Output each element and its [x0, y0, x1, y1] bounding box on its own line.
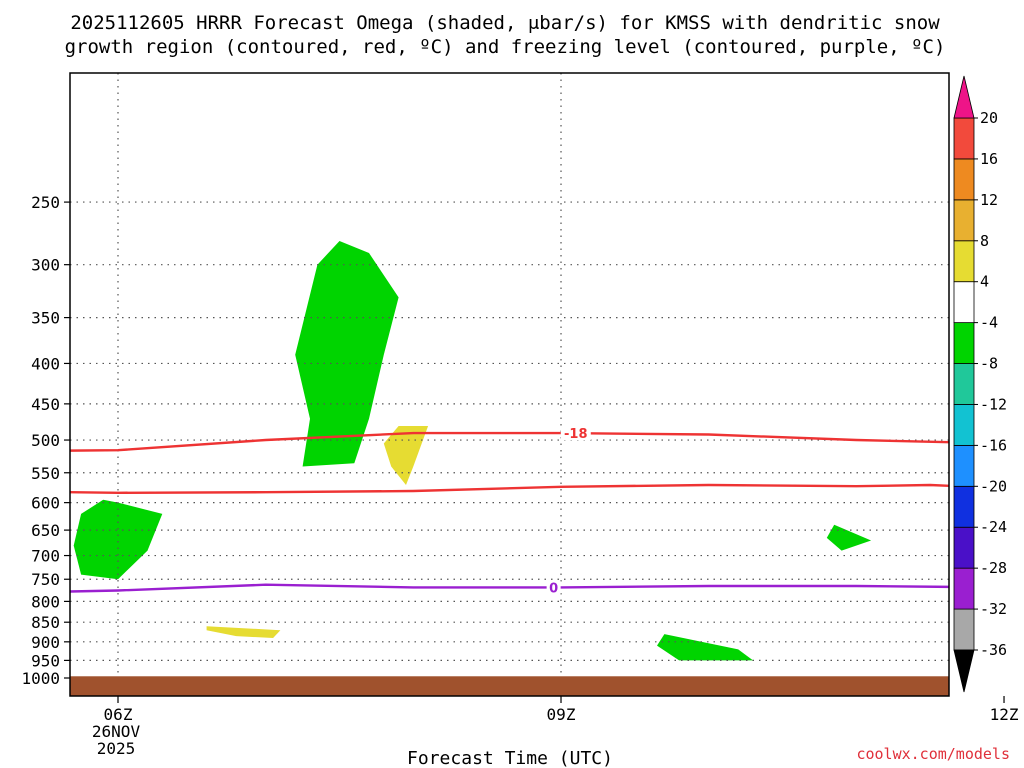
contour-label--12-0: -12 — [1007, 482, 1024, 497]
colorbar-label--8: -8 — [980, 355, 998, 373]
y-tick-label-500: 500 — [31, 431, 60, 450]
omega-region-17 — [383, 426, 429, 485]
y-tick-label-650: 650 — [31, 521, 60, 540]
omega-region-3 — [657, 634, 753, 661]
x-tick-date: 26NOV — [92, 722, 141, 741]
y-tick-label-300: 300 — [31, 256, 60, 275]
y-tick-label-450: 450 — [31, 395, 60, 414]
colorbar-label--32: -32 — [980, 600, 1007, 618]
colorbar-label--24: -24 — [980, 518, 1007, 536]
y-tick-label-700: 700 — [31, 547, 60, 566]
colorbar-swatch-6 — [953, 363, 975, 405]
chart-title-line2: growth region (contoured, red, ºC) and f… — [65, 36, 946, 58]
colorbar-swatch-7 — [953, 322, 975, 364]
colorbar-swatch-0 — [953, 608, 975, 651]
contour-label-bg — [546, 580, 561, 595]
omega-region-1 — [73, 499, 163, 580]
colorbar-label--12: -12 — [980, 395, 1007, 413]
x-axis-label: Forecast Time (UTC) — [407, 748, 613, 768]
colorbar-label--20: -20 — [980, 477, 1007, 495]
colorbar-label-8: 8 — [980, 232, 989, 250]
y-tick-label-350: 350 — [31, 309, 60, 328]
y-tick-label-1000: 1000 — [21, 669, 60, 688]
colorbar-label--4: -4 — [980, 314, 998, 332]
colorbar-label-4: 4 — [980, 273, 989, 291]
chart-title-line1: 2025112605 HRRR Forecast Omega (shaded, … — [70, 12, 940, 34]
colorbar-label-20: 20 — [980, 109, 998, 127]
colorbar-swatch-11 — [953, 158, 975, 201]
colorbar-over-arrow — [953, 75, 975, 119]
x-tick-label-06Z: 06Z — [104, 705, 133, 724]
omega-region-0 — [295, 241, 399, 467]
colorbar-label-16: 16 — [980, 150, 998, 168]
colorbar-label--16: -16 — [980, 436, 1007, 454]
y-tick-label-850: 850 — [31, 613, 60, 632]
x-tick-label-12Z: 12Z — [990, 705, 1019, 724]
contour-label-0-0: 0 — [549, 581, 558, 596]
contour-label-bg — [560, 426, 591, 441]
surface-terrain — [70, 676, 949, 696]
y-tick-label-400: 400 — [31, 354, 60, 373]
colorbar-swatch-3 — [953, 485, 975, 528]
contour-label--18-0: -18 — [564, 427, 588, 442]
colorbar-swatch-5 — [953, 404, 975, 446]
colorbar-swatch-9 — [953, 240, 975, 283]
contour-line-0 — [70, 583, 949, 593]
plot-frame — [69, 72, 950, 697]
colorbar-under-arrow — [953, 649, 975, 693]
y-tick-label-900: 900 — [31, 633, 60, 652]
colorbar-label--36: -36 — [980, 641, 1007, 659]
omega-region-2 — [826, 524, 872, 551]
y-tick-label-950: 950 — [31, 651, 60, 670]
colorbar-swatch-1 — [953, 567, 975, 610]
colorbar-label-12: 12 — [980, 191, 998, 209]
omega-region-18 — [206, 626, 281, 638]
colorbar-swatch-4 — [953, 444, 975, 487]
y-tick-label-550: 550 — [31, 464, 60, 483]
y-tick-label-250: 250 — [31, 193, 60, 212]
contour-line--12 — [70, 483, 949, 495]
y-tick-label-600: 600 — [31, 494, 60, 513]
x-tick-label-09Z: 09Z — [547, 705, 576, 724]
colorbar-swatch-2 — [953, 526, 975, 569]
colorbar-swatch-12 — [953, 117, 975, 160]
contour-line--18 — [70, 431, 949, 452]
y-tick-label-800: 800 — [31, 592, 60, 611]
credit-text[interactable]: coolwx.com/models — [856, 745, 1010, 763]
colorbar-swatch-10 — [953, 199, 975, 242]
y-tick-label-750: 750 — [31, 570, 60, 589]
colorbar-label--28: -28 — [980, 559, 1007, 577]
colorbar-swatch-8 — [953, 281, 975, 324]
x-tick-year: 2025 — [97, 739, 136, 758]
